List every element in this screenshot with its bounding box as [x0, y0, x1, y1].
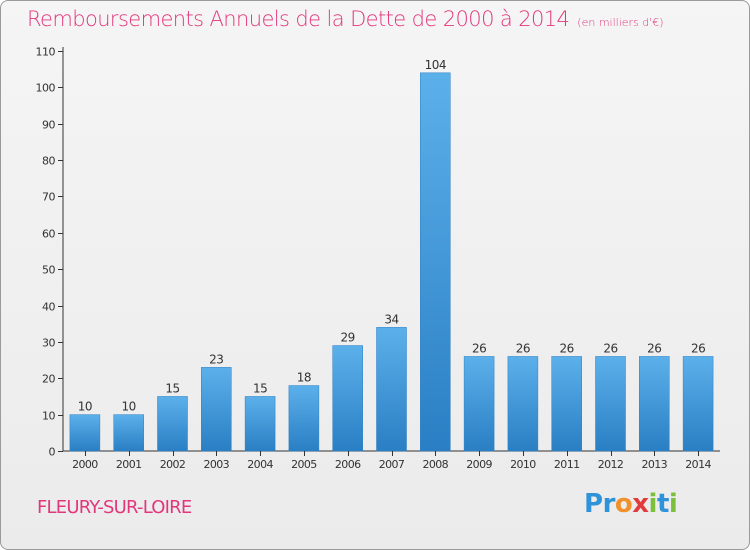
bar — [639, 356, 670, 452]
chart-subtitle: (en milliers d'€) — [577, 16, 664, 29]
data-label: 34 — [384, 312, 398, 326]
logo-letter: P — [584, 489, 603, 519]
bar — [69, 414, 101, 452]
x-tick-label: 2004 — [247, 458, 273, 471]
y-tick-label: 30 — [42, 337, 55, 350]
data-label: 15 — [253, 381, 267, 395]
data-label: 26 — [560, 341, 574, 355]
bar — [288, 385, 320, 452]
bar — [201, 367, 232, 452]
bar — [244, 396, 276, 452]
y-tick-label: 10 — [42, 410, 55, 423]
x-tick-label: 2012 — [598, 458, 624, 471]
bar — [595, 356, 626, 452]
data-label: 23 — [209, 352, 223, 366]
bar — [507, 356, 539, 452]
y-tick-label: 0 — [49, 446, 56, 459]
data-label: 10 — [78, 400, 92, 414]
x-tick-label: 2006 — [335, 458, 361, 471]
y-tick-label: 90 — [42, 119, 55, 132]
x-tick-label: 2014 — [685, 458, 711, 471]
x-tick-label: 2007 — [379, 458, 405, 471]
y-tick-label: 60 — [42, 228, 55, 241]
x-tick-label: 2002 — [160, 458, 186, 471]
y-tick-label: 100 — [36, 82, 56, 95]
x-tick-label: 2011 — [554, 458, 580, 471]
logo-letter: o — [614, 489, 633, 519]
proxiti-logo: Proxiti — [584, 489, 678, 519]
y-tick-label: 80 — [42, 155, 55, 168]
x-tick-label: 2008 — [422, 458, 448, 471]
data-label: 26 — [691, 341, 705, 355]
logo-letter: x — [632, 489, 649, 519]
x-tick-label: 2003 — [203, 458, 229, 471]
bar — [551, 356, 582, 452]
x-tick-label: 2013 — [641, 458, 667, 471]
x-tick-label: 2010 — [510, 458, 536, 471]
chart-title: Remboursements Annuels de la Dette de 20… — [27, 7, 664, 31]
place-name: FLEURY-SUR-LOIRE — [37, 497, 192, 518]
x-tick-label: 2001 — [116, 458, 142, 471]
y-tick-label: 20 — [42, 373, 55, 386]
bar — [376, 327, 407, 452]
logo-letter: r — [602, 489, 616, 519]
bar — [463, 356, 495, 452]
data-label: 15 — [165, 381, 179, 395]
x-tick-label: 2009 — [466, 458, 492, 471]
x-tick-label: 2000 — [72, 458, 98, 471]
data-label: 18 — [297, 371, 311, 385]
bar — [682, 356, 714, 452]
data-label: 26 — [516, 341, 530, 355]
logo-letter: i — [668, 489, 678, 519]
logo-letter: t — [656, 489, 669, 519]
data-label: 26 — [647, 341, 661, 355]
bar — [420, 72, 451, 452]
data-label: 26 — [472, 341, 486, 355]
bar — [332, 345, 363, 452]
data-label: 104 — [425, 58, 446, 72]
y-tick-label: 50 — [42, 264, 55, 277]
logo-letter: i — [648, 489, 658, 519]
bar — [157, 396, 188, 452]
y-tick-label: 40 — [42, 301, 55, 314]
chart-title-text: Remboursements Annuels de la Dette de 20… — [27, 7, 570, 31]
y-tick-label: 70 — [42, 191, 55, 204]
data-label: 29 — [341, 331, 355, 345]
data-label: 10 — [122, 400, 136, 414]
x-tick-label: 2005 — [291, 458, 317, 471]
bar — [113, 414, 144, 452]
y-tick-label: 110 — [36, 46, 56, 59]
data-label: 26 — [603, 341, 617, 355]
